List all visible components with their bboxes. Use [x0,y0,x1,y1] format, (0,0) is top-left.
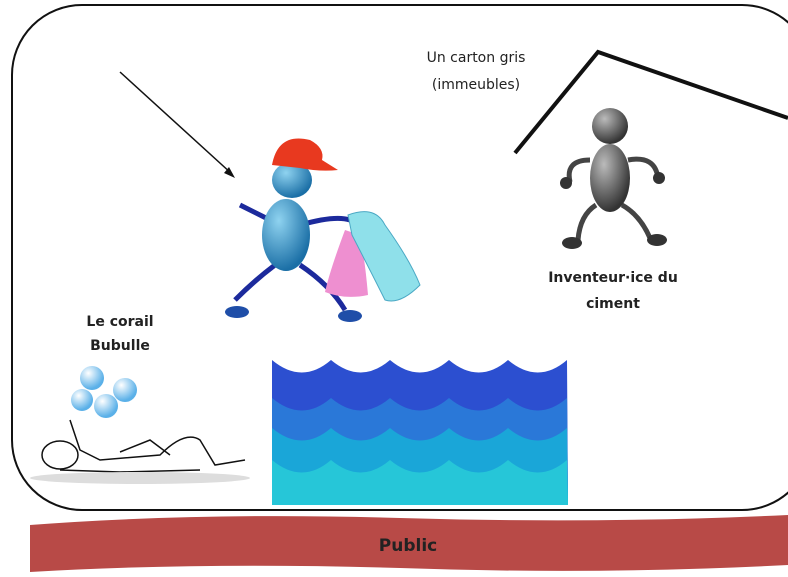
label: (immeubles) [432,77,520,93]
label: Le corail [86,314,153,330]
label: Inventeur·ice du [548,270,678,286]
label: Un carton gris [427,50,526,66]
stage-diagram: Un carton gris (immeubles) Inventeur·ice… [0,0,788,577]
audience-label: Public [379,536,437,556]
label: Bubulle [90,338,150,354]
water-waves [272,360,568,505]
label: ciment [586,296,640,312]
